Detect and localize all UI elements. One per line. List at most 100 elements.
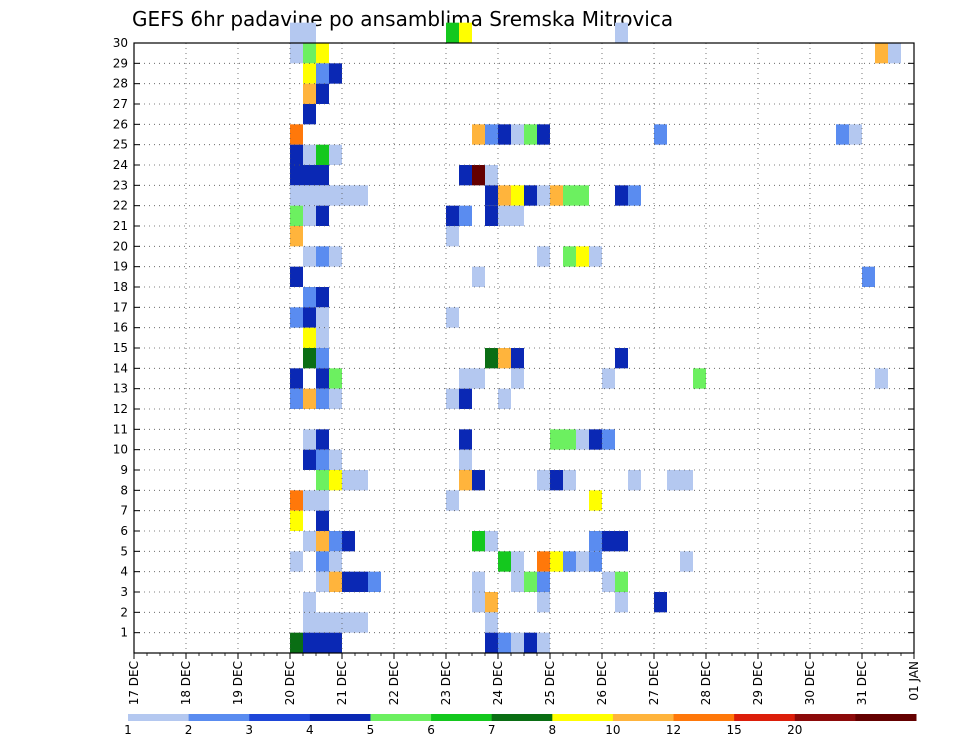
- heatmap-cell: [680, 470, 693, 491]
- heatmap-cell: [849, 124, 862, 145]
- heatmap-cell: [316, 551, 329, 572]
- heatmap-cell: [615, 571, 628, 592]
- colorbar-label: 6: [427, 723, 435, 737]
- x-tick-label: 28 DEC: [699, 661, 713, 705]
- colorbar-swatch: [552, 714, 614, 721]
- heatmap-cell: [498, 124, 511, 145]
- heatmap-cell: [290, 510, 303, 531]
- heatmap-cell: [303, 22, 316, 43]
- heatmap-cell: [511, 571, 524, 592]
- y-tick-label: 8: [120, 483, 128, 497]
- y-tick-label: 4: [120, 565, 128, 579]
- colorbar-swatch: [734, 714, 796, 721]
- x-axis: 17 DEC 18 DEC 19 DEC 20 DEC 21 DEC 22 DEC 23 D…: [127, 653, 921, 705]
- heatmap-cell: [316, 571, 329, 592]
- x-tick-label: 19 DEC: [231, 661, 245, 705]
- heatmap-cell: [602, 531, 615, 552]
- heatmap-cell: [316, 307, 329, 328]
- heatmap-cell: [355, 612, 368, 633]
- heatmap-cell: [316, 205, 329, 226]
- y-tick-label: 2: [120, 605, 128, 619]
- heatmap-cell: [485, 632, 498, 653]
- heatmap-cell: [303, 632, 316, 653]
- heatmap-cell: [472, 165, 485, 186]
- y-tick-label: 25: [113, 138, 128, 152]
- heatmap-cell: [550, 185, 563, 206]
- heatmap-cell: [459, 165, 472, 186]
- heatmap-cell: [290, 185, 303, 206]
- colorbar-label: 3: [245, 723, 253, 737]
- y-axis: 1234567891011121314151617181920212223242…: [113, 36, 914, 640]
- heatmap-cell: [303, 144, 316, 165]
- y-tick-label: 19: [113, 260, 128, 274]
- heatmap-cell: [602, 429, 615, 450]
- heatmap-cell: [329, 470, 342, 491]
- heatmap-cell: [303, 63, 316, 84]
- y-tick-label: 13: [113, 382, 128, 396]
- heatmap-cell: [524, 185, 537, 206]
- heatmap-cell: [316, 185, 329, 206]
- heatmap-cell: [888, 43, 901, 64]
- heatmap-cell: [576, 185, 589, 206]
- colorbar-swatch: [491, 714, 553, 721]
- heatmap-cell: [654, 124, 667, 145]
- heatmap-cell: [303, 490, 316, 511]
- y-tick-label: 17: [113, 300, 128, 314]
- heatmap-cell: [576, 551, 589, 572]
- chart-title: GEFS 6hr padavine po ansamblima Sremska …: [132, 7, 673, 31]
- heatmap-cell: [524, 632, 537, 653]
- colorbar-label: 20: [787, 723, 802, 737]
- heatmap-cell: [290, 551, 303, 572]
- heatmap-cell: [316, 165, 329, 186]
- heatmap-cell: [537, 632, 550, 653]
- heatmap-cell: [550, 551, 563, 572]
- heatmap-cell: [290, 266, 303, 287]
- heatmap-cell: [563, 551, 576, 572]
- y-tick-label: 5: [120, 544, 128, 558]
- y-tick-label: 14: [113, 361, 128, 375]
- heatmap-cell: [589, 551, 602, 572]
- x-tick-label: 22 DEC: [387, 661, 401, 705]
- y-tick-label: 15: [113, 341, 128, 355]
- x-tick-label: 31 DEC: [855, 661, 869, 705]
- heatmap-cell: [667, 470, 680, 491]
- heatmap-cell: [290, 490, 303, 511]
- colorbar-label: 4: [306, 723, 314, 737]
- heatmap-cell: [498, 632, 511, 653]
- heatmap-cell: [342, 531, 355, 552]
- heatmap-cell: [329, 144, 342, 165]
- heatmap-cell: [316, 388, 329, 409]
- heatmap-cell: [329, 571, 342, 592]
- x-tick-label: 24 DEC: [491, 661, 505, 705]
- y-tick-label: 12: [113, 402, 128, 416]
- x-tick-label: 23 DEC: [439, 661, 453, 705]
- heatmap-cell: [511, 632, 524, 653]
- heatmap-cell: [628, 185, 641, 206]
- heatmap-cell: [329, 185, 342, 206]
- heatmap-cell: [329, 612, 342, 633]
- heatmap-cell: [316, 144, 329, 165]
- y-tick-label: 24: [113, 158, 128, 172]
- heatmap-cell: [862, 266, 875, 287]
- heatmap-cell: [446, 490, 459, 511]
- heatmap-cell: [316, 449, 329, 470]
- heatmap-cell: [329, 63, 342, 84]
- colorbar-swatch: [249, 714, 311, 721]
- heatmap-cell: [498, 185, 511, 206]
- heatmap-cell: [303, 327, 316, 348]
- colorbar-label: 8: [548, 723, 556, 737]
- heatmap-cell: [303, 531, 316, 552]
- heatmap-cell: [498, 348, 511, 369]
- heatmap-cell: [537, 185, 550, 206]
- heatmap-cell: [680, 551, 693, 572]
- colorbar-swatch: [794, 714, 856, 721]
- heatmap-cell: [537, 551, 550, 572]
- y-tick-label: 6: [120, 524, 128, 538]
- heatmap-cell: [511, 124, 524, 145]
- colorbar-legend: 1 2 3 4 5 6 7 8 10 12 15 20: [124, 714, 917, 737]
- heatmap-cell: [563, 429, 576, 450]
- heatmap-cell: [303, 287, 316, 308]
- heatmap-cell: [329, 449, 342, 470]
- heatmap-cell: [511, 185, 524, 206]
